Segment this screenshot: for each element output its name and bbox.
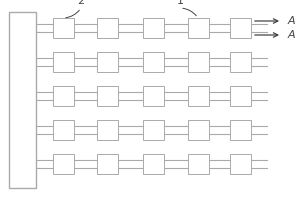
Bar xyxy=(52,86,74,106)
Bar xyxy=(98,86,118,106)
Text: A: A xyxy=(288,30,296,40)
Bar xyxy=(98,52,118,72)
Text: 2: 2 xyxy=(77,0,85,6)
Bar xyxy=(230,154,250,174)
Bar xyxy=(230,18,250,38)
Bar xyxy=(188,154,208,174)
Text: 1: 1 xyxy=(176,0,184,6)
Bar xyxy=(52,18,74,38)
Bar xyxy=(142,86,164,106)
Bar xyxy=(142,18,164,38)
Bar xyxy=(230,120,250,140)
Bar xyxy=(230,52,250,72)
Bar xyxy=(98,120,118,140)
Bar xyxy=(9,12,36,188)
Bar xyxy=(188,120,208,140)
Bar xyxy=(142,52,164,72)
Bar xyxy=(52,154,74,174)
Bar xyxy=(98,18,118,38)
Bar xyxy=(142,120,164,140)
Bar xyxy=(188,18,208,38)
Text: A: A xyxy=(288,16,296,26)
Bar xyxy=(188,52,208,72)
Bar xyxy=(52,52,74,72)
Bar xyxy=(230,86,250,106)
Bar xyxy=(188,86,208,106)
Bar xyxy=(98,154,118,174)
Bar xyxy=(142,154,164,174)
Bar xyxy=(52,120,74,140)
